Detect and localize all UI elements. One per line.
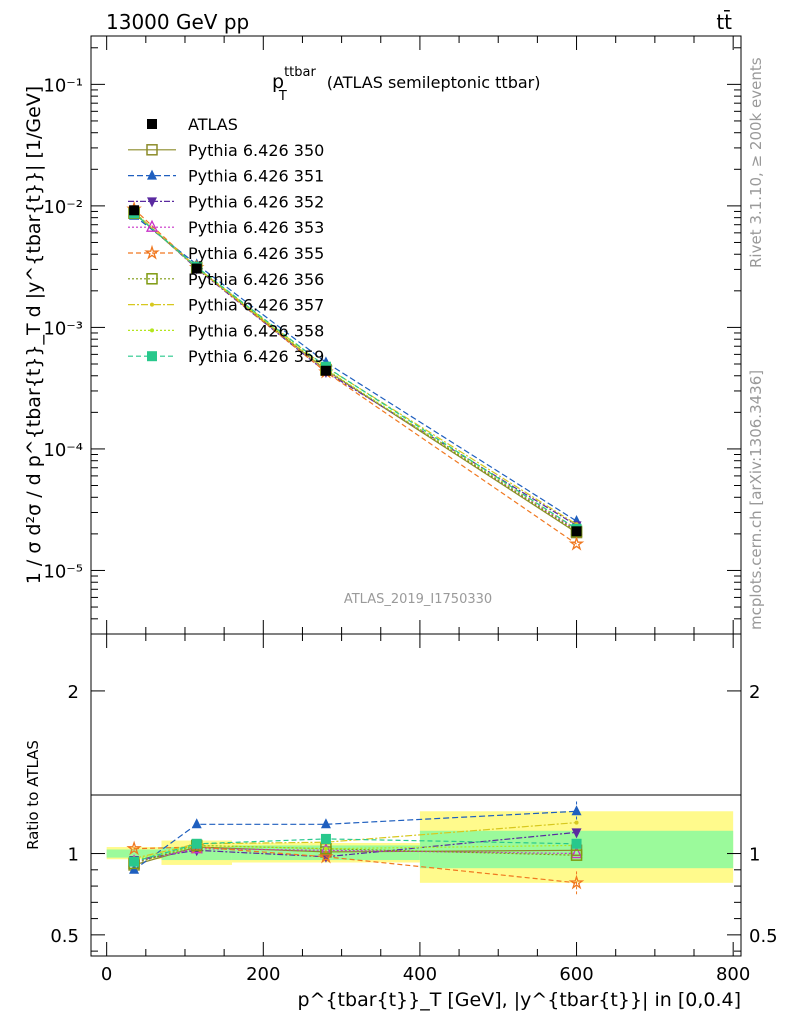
ratio-line: [133, 838, 577, 863]
legend-label: Pythia 6.426 352: [188, 192, 324, 211]
legend-marker: [145, 219, 159, 232]
ratio-point: [570, 846, 583, 859]
legend-marker: [147, 169, 157, 180]
legend-marker: [144, 244, 160, 260]
legend-label: Pythia 6.426 359: [188, 347, 324, 366]
data-point: [568, 535, 585, 551]
ratio-point: [568, 874, 585, 890]
legend-entry: Pythia 6.426 351: [128, 167, 324, 186]
legend-label: ATLAS: [188, 115, 238, 134]
main-ytick-label: 10⁻³: [43, 318, 83, 339]
ratio-frame: [90, 633, 742, 957]
ratio-point: [571, 828, 582, 839]
ratio-xtick-label: 600: [559, 964, 593, 985]
legend-entry: Pythia 6.426 355: [128, 244, 324, 263]
ratio-ytick-label: 2: [68, 682, 79, 703]
legend-marker: [147, 351, 157, 362]
ratio-line: [133, 810, 577, 871]
ratio-ytick-label-right: 0.5: [749, 926, 778, 947]
main-ytick-label: 10⁻¹: [43, 75, 83, 96]
ratio-point: [126, 840, 142, 856]
legend-label: Pythia 6.426 358: [188, 321, 324, 340]
ratio-point: [574, 820, 579, 825]
plot-title-rest: (ATLAS semileptonic ttbar): [327, 73, 541, 92]
legend-marker: [150, 328, 154, 333]
ratio-xtick-label: 800: [716, 964, 750, 985]
main-ytick-label: 10⁻²: [43, 197, 83, 218]
legend-label: Pythia 6.426 353: [188, 218, 324, 237]
legend-entry: Pythia 6.426 352: [128, 192, 324, 211]
ratio-line: [134, 831, 577, 861]
legend-entry: Pythia 6.426 350: [128, 141, 324, 160]
header-left: 13000 GeV pp: [106, 10, 249, 34]
legend-entry: Pythia 6.426 358: [128, 321, 324, 340]
plot-title-sub: T: [278, 89, 287, 104]
ratio-ytick-label-right: 2: [749, 682, 760, 703]
ratio-point: [571, 805, 582, 816]
legend-entry: ATLAS: [147, 115, 238, 134]
ratio-point: [129, 856, 140, 867]
ratio-point: [570, 849, 583, 861]
ratio-ytick-label: 0.5: [50, 926, 79, 947]
atlas-point: [191, 263, 202, 274]
ratio-axis-ticks: 0.5 0.5 1 1 2 2 0 200 400 600 800: [50, 634, 778, 985]
ratio-panel: 0.5 0.5 1 1 2 2 0 200 400 600 800 Ratio to ATLAS p…: [24, 633, 778, 1011]
ratio-xtick-label: 400: [403, 964, 437, 985]
ratio-series-pythia-6.426-359: [129, 833, 582, 867]
ratio-point: [320, 833, 331, 844]
atlas-point: [571, 526, 582, 537]
ratio-ytick-label-right: 1: [749, 845, 760, 866]
legend-entry: Pythia 6.426 356: [128, 270, 324, 289]
legend-marker: [147, 119, 157, 129]
plot-title-sup: ttbar: [284, 65, 316, 80]
legend-label: Pythia 6.426 351: [188, 167, 324, 186]
main-panel: 10⁻⁵ 10⁻⁴ 10⁻³ 10⁻² 10⁻¹ ATLAS_2019_I1750330…: [23, 35, 742, 635]
legend-marker: [146, 144, 158, 156]
legend-label: Pythia 6.426 357: [188, 296, 324, 315]
ratio-point: [191, 818, 202, 829]
side-label-mcplots: mcplots.cern.ch [arXiv:1306.3436]: [747, 370, 765, 630]
ratio-line: [133, 848, 577, 863]
legend-marker: [150, 302, 154, 307]
legend-entry: Pythia 6.426 359: [128, 347, 324, 366]
uncertainty-band-green: [106, 849, 162, 858]
ratio-xtick-label: 0: [101, 964, 112, 985]
legend-entry: Pythia 6.426 353: [128, 218, 324, 237]
main-series-group: [126, 200, 585, 551]
main-ylabel: 1 / σ d²σ / d p^{tbar{t}}_T d |y^{tbar{t…: [23, 86, 45, 584]
plot-title-main: p: [272, 71, 284, 93]
atlas-point: [320, 365, 331, 376]
series-atlas: [129, 205, 582, 537]
ratio-series-group: [126, 801, 585, 895]
legend-marker: [147, 197, 157, 208]
ratio-line: [133, 822, 577, 859]
main-ytick-label: 10⁻⁴: [43, 440, 83, 461]
main-axis-ticks: 10⁻⁵ 10⁻⁴ 10⁻³ 10⁻² 10⁻¹: [43, 36, 741, 635]
legend-label: Pythia 6.426 355: [188, 244, 324, 263]
legend-marker: [146, 273, 158, 285]
plot-title: pttbar T (ATLAS semileptonic ttbar): [272, 65, 540, 104]
legend-label: Pythia 6.426 350: [188, 141, 324, 160]
series-line: [133, 208, 577, 545]
series-line: [133, 212, 577, 530]
legend: ATLAS Pythia 6.426 350 Pythia 6.426 351 Pyt…: [128, 115, 324, 366]
watermark-analysis-id: ATLAS_2019_I1750330: [344, 592, 492, 607]
legend-entry: Pythia 6.426 357: [128, 296, 324, 315]
ratio-ytick-label: 1: [68, 845, 79, 866]
ratio-xlabel: p^{tbar{t}}_T [GeV], |y^{tbar{t}}| in [0…: [297, 989, 741, 1011]
ratio-ylabel: Ratio to ATLAS: [24, 740, 42, 850]
ratio-xtick-label: 200: [246, 964, 280, 985]
ratio-point: [318, 848, 334, 864]
legend-label: Pythia 6.426 356: [188, 270, 324, 289]
main-ytick-label: 10⁻⁵: [43, 561, 83, 582]
side-label-rivet: Rivet 3.1.10, ≥ 200k events: [747, 57, 765, 268]
ratio-point: [571, 838, 582, 849]
ratio-point: [191, 838, 202, 849]
ratio-point: [323, 846, 328, 851]
atlas-point: [129, 205, 140, 216]
ratio-point: [320, 818, 331, 829]
header-right: tt̄: [716, 9, 732, 34]
